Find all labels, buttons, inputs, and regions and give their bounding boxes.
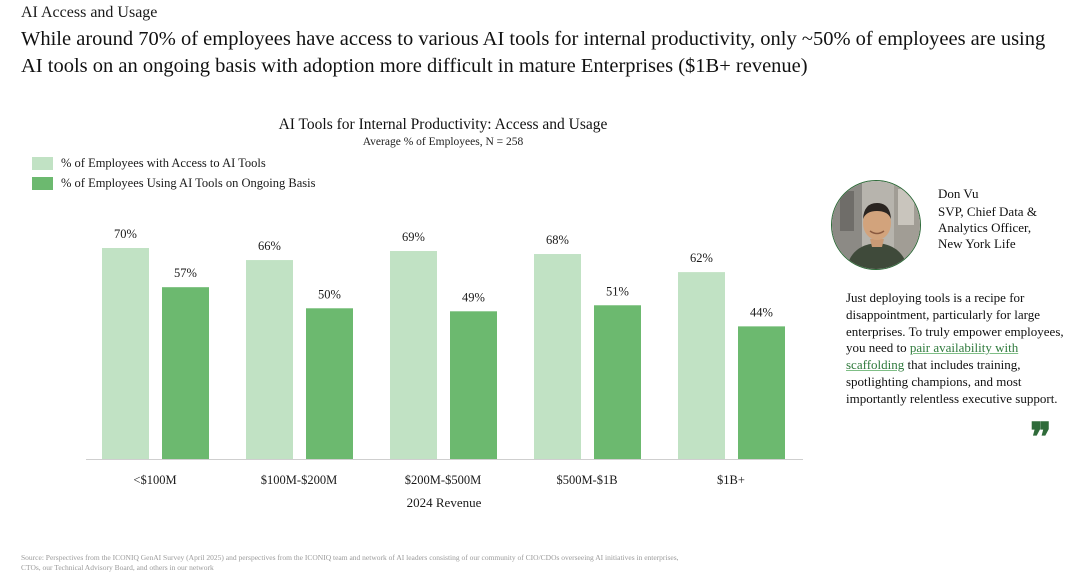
bar-usage-0 (162, 287, 209, 459)
data-label-usage-1: 50% (318, 287, 341, 301)
x-tick-label-2: $200M-$500M (405, 473, 481, 487)
chart-subtitle: Average % of Employees, N = 258 (362, 136, 524, 148)
chart-title: AI Tools for Internal Productivity: Acce… (278, 116, 608, 133)
quote-text-end: that includes training, spotlighting cha… (846, 357, 1058, 406)
legend-label-usage: % of Employees Using AI Tools on Ongoing… (61, 176, 316, 190)
avatar (831, 180, 921, 270)
data-label-access-2: 69% (402, 230, 425, 244)
data-label-usage-2: 49% (462, 290, 485, 304)
data-label-access-4: 62% (690, 251, 713, 265)
x-tick-label-1: $100M-$200M (261, 473, 337, 487)
quote-highlight: pair availability with scaffolding (846, 340, 1019, 373)
person-name: Don Vu (938, 186, 979, 201)
bar-usage-3 (594, 305, 641, 459)
data-label-access-0: 70% (114, 227, 137, 241)
legend-swatch-access (32, 157, 53, 170)
bar-usage-2 (450, 311, 497, 459)
bar-usage-1 (306, 308, 353, 459)
bar-access-4 (678, 272, 725, 459)
bar-usage-4 (738, 326, 785, 459)
bar-access-3 (534, 254, 581, 459)
quote-text: Just deploying tools is a recipe for dis… (846, 290, 1068, 408)
legend-item-access: % of Employees with Access to AI Tools (32, 156, 266, 171)
data-label-access-1: 66% (258, 239, 281, 253)
x-tick-label-0: <$100M (133, 473, 176, 487)
data-label-usage-4: 44% (750, 305, 773, 319)
legend-item-usage: % of Employees Using AI Tools on Ongoing… (32, 176, 315, 191)
page-headline: While around 70% of employees have acces… (21, 28, 1046, 77)
legend-label-access: % of Employees with Access to AI Tools (61, 156, 266, 170)
x-tick-label-3: $500M-$1B (556, 473, 617, 487)
portrait-photo (832, 181, 920, 269)
data-label-usage-0: 57% (174, 266, 197, 280)
source-note: Source: Perspectives from the ICONIQ Gen… (21, 553, 679, 572)
data-label-usage-3: 51% (606, 284, 629, 298)
data-label-access-3: 68% (546, 233, 569, 247)
bar-access-1 (246, 260, 293, 459)
quote-mark-icon: ❞ (1030, 414, 1051, 461)
bar-access-2 (390, 251, 437, 459)
x-axis-title: 2024 Revenue (407, 495, 482, 510)
section-label: AI Access and Usage (21, 4, 158, 21)
bar-access-0 (102, 248, 149, 459)
legend-swatch-usage (32, 177, 53, 190)
person-title: SVP, Chief Data & Analytics Officer, New… (938, 204, 1037, 251)
bar-chart: 70% 57% <$100M 66% 50% $100M-$200M 69% 49% $200M… (86, 227, 803, 510)
x-tick-label-4: $1B+ (717, 473, 745, 487)
quote-text-start: Just deploying tools is a recipe for dis… (846, 290, 1064, 356)
